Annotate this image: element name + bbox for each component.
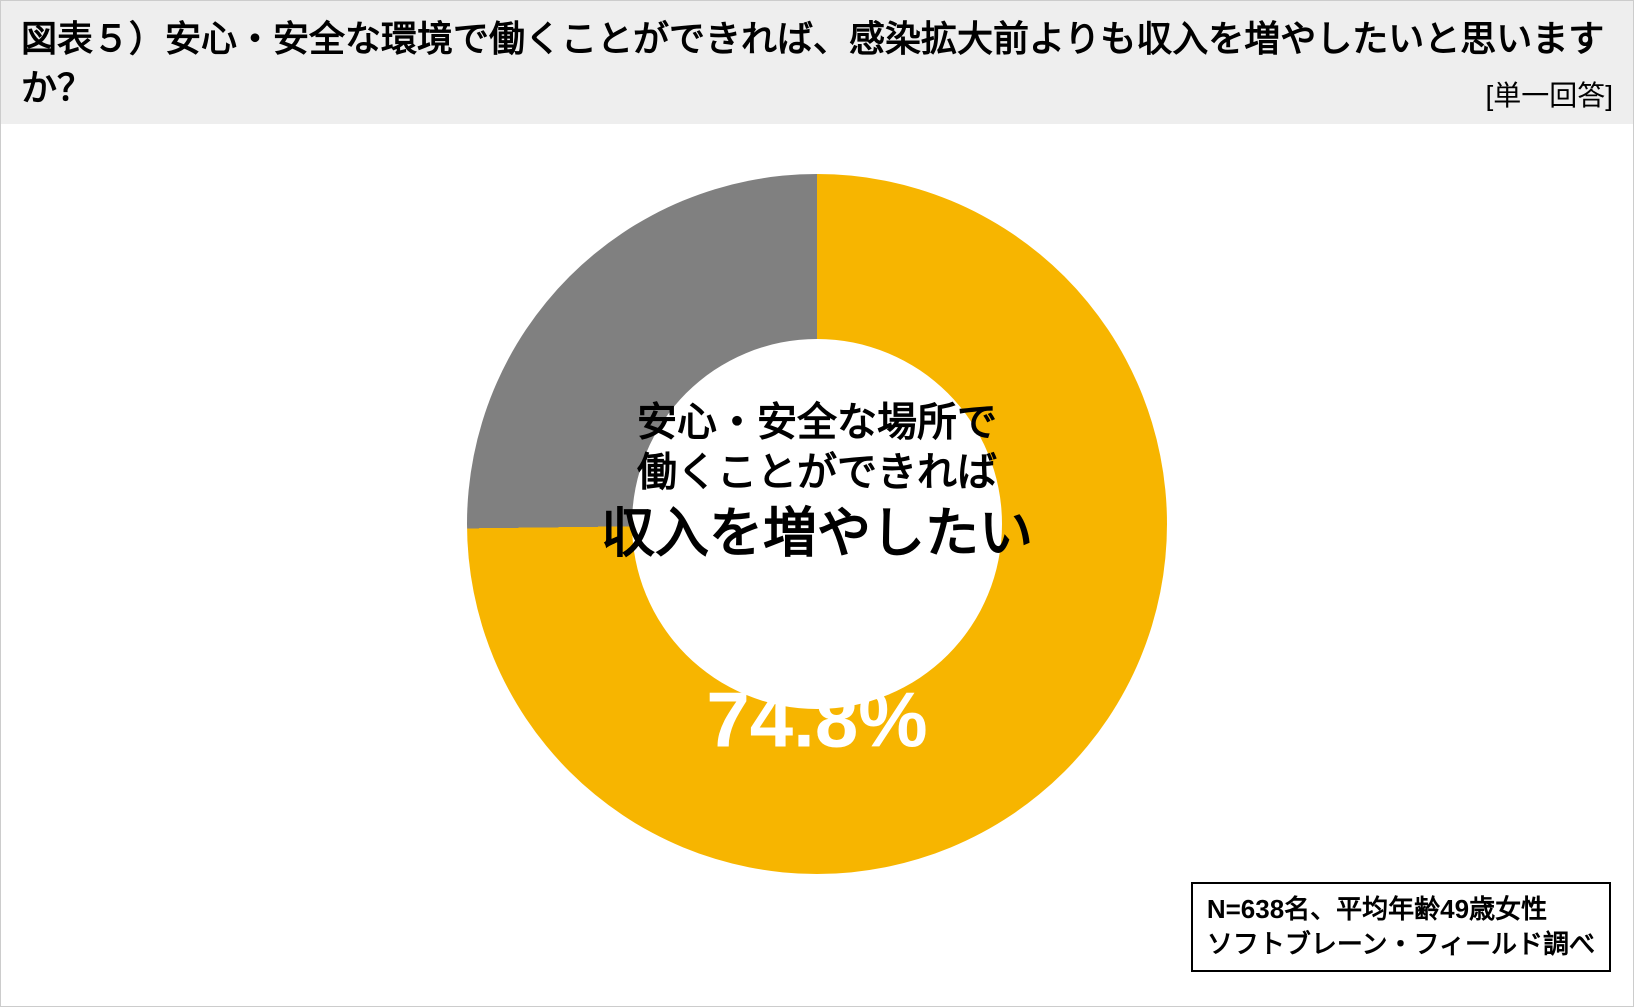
header-bar: 図表５）安心・安全な環境で働くことができれば、感染拡大前よりも収入を増やしたいと… [1, 1, 1633, 124]
center-text-line-1: 安心・安全な場所で [517, 398, 1117, 448]
primary-value-label: 74.8% [706, 675, 927, 766]
center-text-line-3: 収入を増やしたい [517, 502, 1117, 567]
source-attribution-box: N=638名、平均年齢49歳女性 ソフトブレーン・フィールド調べ [1191, 882, 1611, 972]
response-type-label: [単一回答] [1485, 74, 1613, 114]
figure-container: 図表５）安心・安全な環境で働くことができれば、感染拡大前よりも収入を増やしたいと… [0, 0, 1634, 1007]
center-text-line-2: 働くことができれば [517, 448, 1117, 498]
donut-center-label: 安心・安全な場所で 働くことができれば 収入を増やしたい [517, 398, 1117, 567]
source-line-2: ソフトブレーン・フィールド調べ [1207, 927, 1595, 962]
chart-area: 安心・安全な場所で 働くことができれば 収入を増やしたい 74.8% N=638… [1, 124, 1633, 994]
donut-chart: 安心・安全な場所で 働くことができれば 収入を増やしたい 74.8% [467, 174, 1167, 874]
source-line-1: N=638名、平均年齢49歳女性 [1207, 892, 1595, 927]
chart-title: 図表５）安心・安全な環境で働くことができれば、感染拡大前よりも収入を増やしたいと… [21, 15, 1613, 112]
